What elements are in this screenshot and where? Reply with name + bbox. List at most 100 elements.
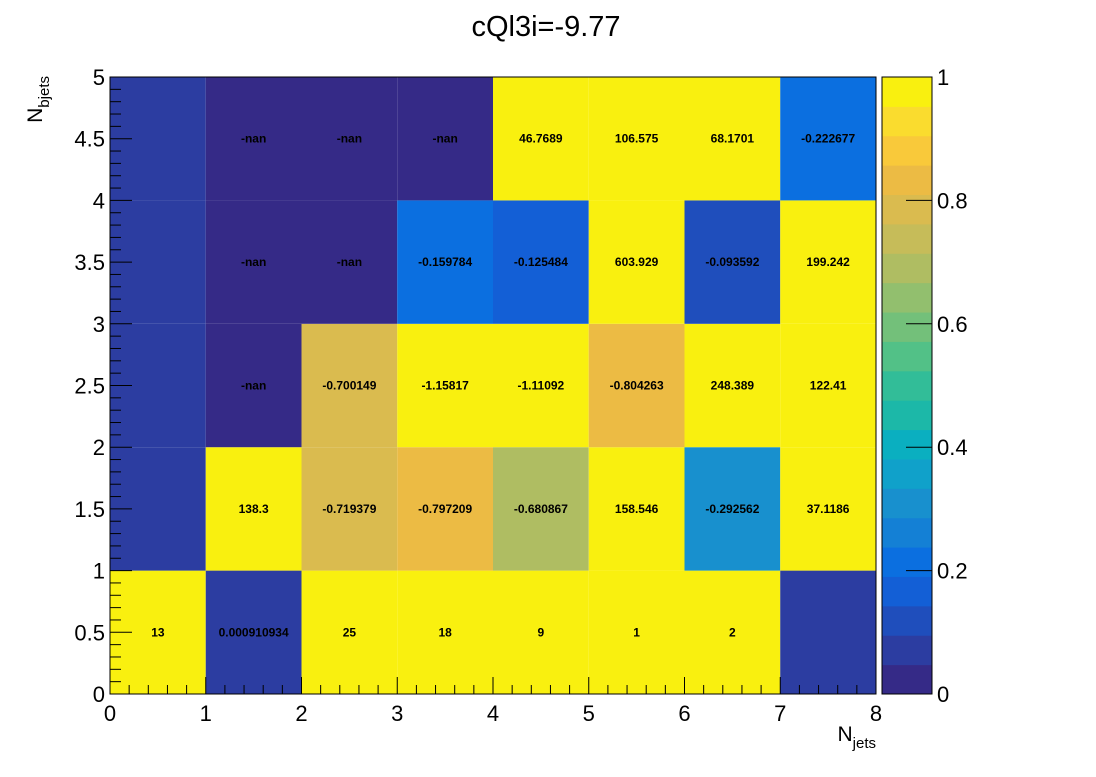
- heatmap-cell: [588, 323, 685, 448]
- y-tick-label: 0: [93, 682, 105, 707]
- chart-title: cQl3i=-9.77: [471, 11, 620, 43]
- color-scale-swatch: [882, 605, 932, 636]
- x-tick-label: 3: [391, 701, 403, 726]
- heatmap-cell: [684, 447, 781, 571]
- y-tick-label: 4.5: [74, 127, 105, 152]
- heatmap-cell: [493, 323, 589, 448]
- x-axis-label-sub: jets: [852, 735, 876, 752]
- color-scale-tick-label: 0.8: [937, 188, 968, 213]
- heatmap-cell: [493, 200, 589, 324]
- color-scale-swatch: [882, 106, 932, 137]
- cell-value-label: 248.389: [711, 379, 755, 393]
- color-scale-swatch: [882, 223, 932, 254]
- color-scale-swatch: [882, 664, 932, 695]
- cell-value-label: 37.1186: [807, 502, 850, 516]
- heatmap-cell: [684, 77, 781, 201]
- cell-value-label: 138.3: [239, 502, 269, 516]
- heatmap-cell: [301, 570, 398, 694]
- y-tick-label: 3: [93, 312, 105, 337]
- color-scale-tick-label: 0.4: [937, 435, 968, 460]
- x-tick-label: 8: [870, 701, 882, 726]
- heatmap-cell: [397, 447, 493, 571]
- heatmap-cell: [684, 570, 781, 694]
- cell-value-label: -0.292562: [705, 502, 759, 516]
- color-scale-swatch: [882, 77, 932, 107]
- cell-value-label: -0.222677: [801, 132, 855, 146]
- cell-value-label: -nan: [432, 132, 457, 146]
- color-scale-swatch: [882, 400, 932, 431]
- y-axis-label: Nbjets: [24, 76, 53, 123]
- heatmap-cell: [588, 200, 685, 324]
- cell-value-label: -0.093592: [705, 255, 759, 269]
- color-scale-swatch: [882, 429, 932, 460]
- y-tick-label: 3.5: [74, 250, 105, 275]
- cell-value-label: -nan: [241, 379, 266, 393]
- color-scale-swatch: [882, 458, 932, 489]
- cell-value-label: -0.680867: [514, 502, 568, 516]
- cell-value-label: -0.804263: [610, 379, 664, 393]
- y-tick-label: 0.5: [74, 620, 105, 645]
- cell-value-label: 199.242: [806, 255, 850, 269]
- heatmap-cell: [301, 200, 398, 324]
- x-axis-label-main: N: [837, 723, 852, 746]
- cell-value-label: -nan: [337, 132, 362, 146]
- y-axis-label-sub: bjets: [36, 76, 53, 108]
- cell-value-label: 603.929: [615, 255, 659, 269]
- color-scale-swatch: [882, 488, 932, 519]
- cell-value-label: 1: [633, 625, 640, 639]
- heatmap-cell: [780, 323, 876, 448]
- cell-value-label: 46.7689: [519, 132, 563, 146]
- x-tick-label: 7: [774, 701, 786, 726]
- heatmap-cell: [205, 77, 302, 201]
- heatmap-cell: [588, 77, 685, 201]
- heatmap-cell: [205, 323, 302, 448]
- x-tick-label: 4: [487, 701, 499, 726]
- color-scale-swatch: [882, 253, 932, 284]
- heatmap-cell: [397, 200, 493, 324]
- heatmap-cell: [684, 200, 781, 324]
- cell-value-label: 158.546: [615, 502, 659, 516]
- heatmap-cell: [301, 77, 398, 201]
- cell-value-label: -0.797209: [418, 502, 472, 516]
- y-tick-label: 1: [93, 559, 105, 584]
- cell-value-label: -nan: [241, 132, 266, 146]
- heatmap-cell: [684, 323, 781, 448]
- cell-value-label: 9: [538, 625, 545, 639]
- color-scale-swatch: [882, 194, 932, 225]
- heatmap-cell: [301, 323, 398, 448]
- color-scale-swatch: [882, 576, 932, 607]
- x-tick-label: 2: [295, 701, 307, 726]
- y-axis-label-main: N: [24, 108, 47, 123]
- heatmap-cell: [205, 570, 302, 694]
- heatmap-cell: [301, 447, 398, 571]
- color-scale-tick-label: 0: [937, 682, 949, 707]
- color-scale-tick-label: 0.6: [937, 312, 968, 337]
- color-scale-bar: 0 0.2 0.4 0.6 0.8 1: [881, 65, 968, 707]
- color-scale-swatch: [882, 517, 932, 548]
- x-tick-label: 6: [678, 701, 690, 726]
- color-scale-swatch: [882, 135, 932, 166]
- color-scale-swatch: [882, 312, 932, 342]
- y-tick-label: 2.5: [74, 374, 105, 399]
- heatmap-cell: [493, 77, 589, 201]
- heatmap-cell: [588, 570, 685, 694]
- y-tick-label: 2: [93, 435, 105, 460]
- y-tick-label: 4: [93, 188, 105, 213]
- cell-value-label: -nan: [337, 255, 362, 269]
- heatmap-cell: [205, 447, 302, 571]
- heatmap-cell: [397, 570, 493, 694]
- heatmap-cell: [493, 570, 589, 694]
- heatmap-cell: [493, 447, 589, 571]
- heatmap-cell: [780, 570, 876, 694]
- x-tick-label: 5: [583, 701, 595, 726]
- color-scale-swatch: [882, 635, 932, 666]
- cell-value-label: -1.15817: [421, 379, 469, 393]
- cell-value-label: -0.125484: [514, 255, 568, 269]
- cell-value-label: 13: [151, 625, 165, 639]
- cell-value-label: 0.000910934: [219, 625, 289, 639]
- x-tick-label: 0: [104, 701, 116, 726]
- y-tick-label: 1.5: [74, 497, 105, 522]
- color-scale-tick-label: 0.2: [937, 559, 968, 584]
